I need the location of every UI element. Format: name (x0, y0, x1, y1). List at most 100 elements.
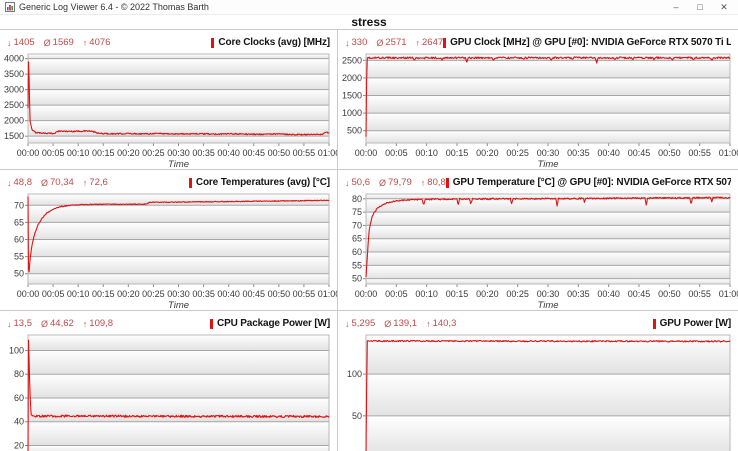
legend-color-bar (211, 37, 215, 48)
svg-text:00:20: 00:20 (117, 289, 140, 299)
svg-text:20: 20 (14, 440, 24, 450)
chart-canvas[interactable]: 2040608010000:0000:0500:1000:1500:2000:2… (0, 331, 337, 451)
chart-title: Core Temperatures (avg) [°C] (195, 177, 330, 188)
chart-title: GPU Power [W] (659, 318, 731, 329)
max-arrow-icon: ↑ (82, 318, 88, 329)
svg-text:00:05: 00:05 (385, 289, 408, 299)
stat-avg-value: 79,79 (388, 177, 412, 188)
min-arrow-icon: ↓ (7, 177, 12, 188)
svg-text:00:20: 00:20 (117, 148, 140, 158)
max-arrow-icon: ↑ (82, 177, 88, 188)
min-arrow-icon: ↓ (345, 318, 350, 329)
svg-text:00:30: 00:30 (537, 148, 560, 158)
app-icon (5, 2, 15, 12)
svg-text:00:40: 00:40 (217, 289, 240, 299)
svg-text:60: 60 (352, 247, 362, 257)
min-arrow-icon: ↓ (345, 37, 350, 48)
svg-text:00:10: 00:10 (67, 148, 90, 158)
minimize-button[interactable]: – (673, 2, 679, 12)
svg-text:01:00: 01:00 (318, 289, 337, 299)
stat-avg-value: 1569 (52, 37, 74, 48)
legend-color-bar (210, 318, 213, 329)
svg-text:00:20: 00:20 (476, 148, 499, 158)
svg-text:1500: 1500 (4, 131, 24, 141)
stat-avg: Ø 44,62 (41, 318, 74, 329)
close-button[interactable]: ✕ (720, 2, 728, 12)
stat-max: ↑ 72,6 (83, 177, 108, 188)
chart-title-group: CPU Package Power [W] (210, 318, 330, 329)
svg-text:00:45: 00:45 (628, 148, 651, 158)
charts-grid: ↓ 1405 Ø 1569 ↑ 4076 Core Clocks (avg) [MHz… (0, 30, 738, 451)
stat-min-value: 50,6 (351, 177, 371, 188)
stat-min: ↓ 1405 (7, 37, 35, 48)
min-arrow-icon: ↓ (7, 37, 12, 48)
panel-core-temperatures: ↓ 48,8 Ø 70,34 ↑ 72,6 Core Temperatures (av… (0, 170, 338, 311)
svg-text:00:55: 00:55 (688, 148, 711, 158)
svg-text:Time: Time (168, 159, 189, 169)
chart-stats: ↓ 50,6 Ø 79,79 ↑ 80,8 (345, 177, 446, 188)
legend-color-bar (443, 37, 447, 48)
chart-stats: ↓ 5,295 Ø 139,1 ↑ 140,3 (345, 318, 456, 329)
stat-min-value: 5,295 (351, 318, 376, 329)
stat-min-value: 1405 (13, 37, 35, 48)
stat-max: ↑ 109,8 (83, 318, 113, 329)
panel-header: ↓ 48,8 Ø 70,34 ↑ 72,6 Core Temperatures (av… (0, 170, 337, 190)
chart-title-group: Core Temperatures (avg) [°C] (188, 177, 330, 188)
svg-text:00:40: 00:40 (597, 148, 620, 158)
stat-min-value: 48,8 (13, 177, 33, 188)
chart-canvas[interactable]: 50 55 60 65 70 75 80 00:00 00:05 00:10 00:15 00:20 0… (338, 190, 738, 310)
svg-text:00:50: 00:50 (658, 148, 681, 158)
svg-text:2500: 2500 (4, 100, 24, 110)
stat-min: ↓ 330 (345, 37, 367, 48)
panel-header: ↓ 5,295 Ø 139,1 ↑ 140,3 GPU Power [W] (338, 311, 738, 331)
svg-text:00:45: 00:45 (242, 148, 265, 158)
svg-text:01:00: 01:00 (318, 148, 337, 158)
svg-text:00:25: 00:25 (506, 148, 529, 158)
chart-canvas[interactable]: 5010000:0000:0500:1000:1500:2000:2500:30… (338, 331, 738, 451)
svg-text:70: 70 (14, 200, 24, 210)
svg-text:100: 100 (347, 369, 362, 379)
svg-text:00:25: 00:25 (506, 289, 529, 299)
svg-text:00:25: 00:25 (142, 289, 165, 299)
chart-stats: ↓ 1405 Ø 1569 ↑ 4076 (7, 37, 110, 48)
stat-max-value: 140,3 (432, 318, 457, 329)
stat-min-value: 330 (351, 37, 368, 48)
chart-title-group: GPU Clock [MHz] @ GPU [#0]: NVIDIA GeFor… (443, 37, 731, 48)
stat-avg-value: 70,34 (50, 177, 74, 188)
panel-gpu-temperature: ↓ 50,6 Ø 79,79 ↑ 80,8 GPU Temperature [°C] … (338, 170, 738, 311)
max-arrow-icon: ↑ (82, 37, 88, 48)
svg-text:65: 65 (14, 217, 24, 227)
stat-min-value: 13,5 (13, 318, 33, 329)
svg-text:50: 50 (352, 274, 362, 284)
stat-max-value: 109,8 (89, 318, 114, 329)
stat-avg: Ø 1569 (44, 37, 74, 48)
avg-icon: Ø (379, 177, 387, 188)
avg-icon: Ø (384, 318, 392, 329)
stat-avg: Ø 139,1 (384, 318, 417, 329)
svg-text:00:00: 00:00 (17, 289, 40, 299)
svg-text:00:50: 00:50 (268, 148, 291, 158)
svg-text:2500: 2500 (342, 55, 362, 65)
svg-text:00:30: 00:30 (167, 289, 190, 299)
svg-text:80: 80 (14, 369, 24, 379)
stat-min: ↓ 13,5 (7, 318, 32, 329)
avg-icon: Ø (41, 318, 49, 329)
svg-text:00:15: 00:15 (446, 148, 469, 158)
svg-text:2000: 2000 (4, 116, 24, 126)
stat-min: ↓ 50,6 (345, 177, 370, 188)
stat-min: ↓ 48,8 (7, 177, 32, 188)
svg-text:00:25: 00:25 (142, 148, 165, 158)
svg-text:1000: 1000 (342, 108, 362, 118)
svg-text:70: 70 (352, 220, 362, 230)
stat-max: ↑ 2647 (416, 37, 444, 48)
stat-max-value: 4076 (89, 37, 111, 48)
maximize-button[interactable]: □ (697, 2, 703, 12)
stat-max-value: 72,6 (89, 177, 108, 188)
svg-text:00:35: 00:35 (567, 289, 590, 299)
stat-avg: Ø 79,79 (379, 177, 412, 188)
svg-text:55: 55 (14, 252, 24, 262)
chart-canvas[interactable]: 500 1000 1500 2000 2500 00:00 00:05 00:10 00:15 0… (338, 50, 738, 169)
chart-canvas[interactable]: 50 55 60 65 70 00:00 00:05 00:10 00:15 00:20 00:25… (0, 190, 337, 310)
